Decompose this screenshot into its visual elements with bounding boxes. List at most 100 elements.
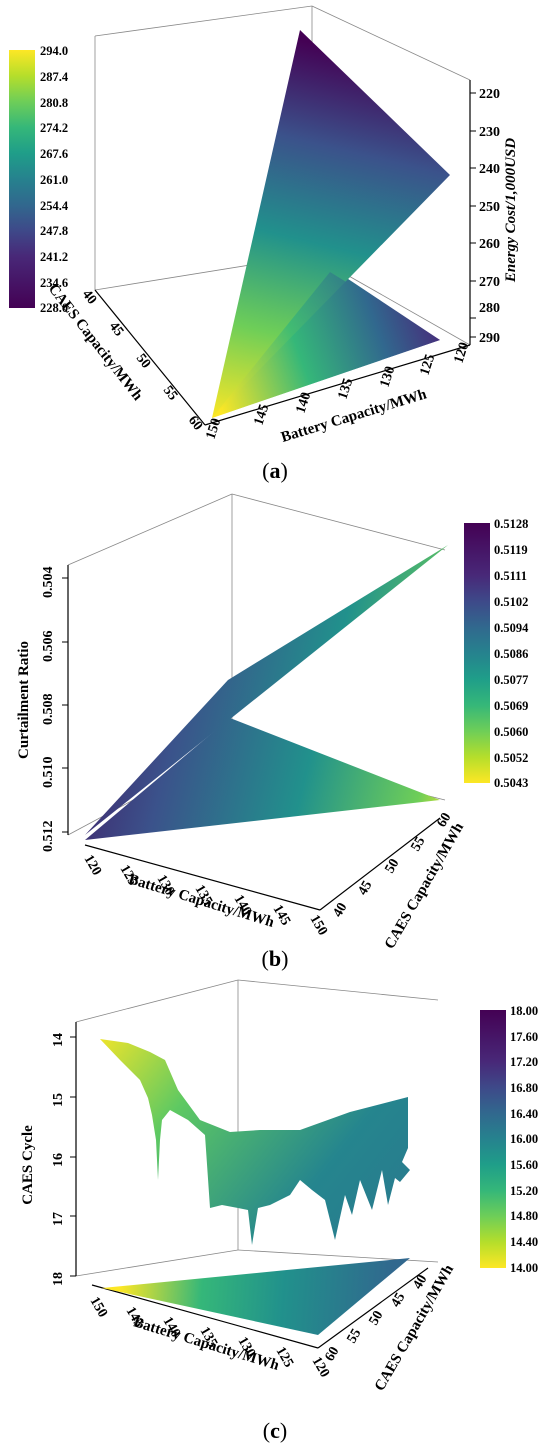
y-tick-b-0: 40 xyxy=(330,900,350,920)
chart-c: 14 15 16 17 18 CAES Cycle 150 145 140 13… xyxy=(20,979,538,1394)
x-tick-b-6: 150 xyxy=(307,913,330,939)
cbar-b-0: 0.5128 xyxy=(494,517,528,531)
z-tick-b-3: 0.510 xyxy=(41,757,56,789)
surface-b-lower xyxy=(85,718,440,840)
panel-a: 220 230 240 250 260 270 280 290 Energy C… xyxy=(0,0,550,488)
z-ticks-a: 220 230 240 250 260 270 280 290 xyxy=(470,87,500,346)
z-tick-b-2: 0.508 xyxy=(41,694,56,726)
z-tick-a-4: 260 xyxy=(479,237,500,252)
cbar-a-1: 287.4 xyxy=(40,70,69,84)
y-tick-a-0: 40 xyxy=(79,287,99,307)
y-tick-b-1: 45 xyxy=(355,878,375,898)
z-tick-a-6: 280 xyxy=(479,301,500,316)
cbar-b-5: 0.5086 xyxy=(494,647,528,661)
x-tick-a-5: 145 xyxy=(252,403,273,428)
x-tick-a-0: 120 xyxy=(452,341,473,366)
chart-a: 220 230 240 250 260 270 280 290 Energy C… xyxy=(9,5,519,446)
cbar-b-7: 0.5069 xyxy=(494,699,528,713)
y-tick-a-1: 45 xyxy=(106,319,126,339)
y-ticks-a: 40 45 50 55 60 xyxy=(79,287,205,433)
cbar-b-6: 0.5077 xyxy=(494,673,528,687)
colorbar-ticks-c: 18.00 17.60 17.20 16.80 16.40 16.00 15.6… xyxy=(510,1004,538,1275)
cbar-a-5: 261.0 xyxy=(40,173,68,187)
cbar-a-0: 294.0 xyxy=(40,44,68,58)
y-ticks-c: 40 45 50 55 60 xyxy=(322,1272,430,1364)
chart-b: 0.504 0.506 0.508 0.510 0.512 Curtailmen… xyxy=(16,493,529,952)
cbar-b-3: 0.5102 xyxy=(494,595,528,609)
z-tick-c-4: 18 xyxy=(51,1272,66,1286)
z-tick-a-2: 240 xyxy=(479,162,500,177)
cbar-c-0: 18.00 xyxy=(510,1004,538,1018)
x-axis-label-c: Battery Capacity/MWh xyxy=(132,1314,282,1374)
y-tick-a-3: 55 xyxy=(160,383,180,403)
z-tick-c-3: 17 xyxy=(51,1212,66,1226)
y-tick-c-0: 40 xyxy=(410,1272,430,1292)
surface-b-upper xyxy=(85,545,448,835)
cbar-c-4: 16.40 xyxy=(510,1107,538,1121)
x-ticks-a: 150 145 140 135 130 125 120 xyxy=(204,341,473,442)
z-tick-a-0: 220 xyxy=(479,87,500,102)
cbar-b-2: 0.5111 xyxy=(494,569,527,583)
y-tick-c-3: 55 xyxy=(344,1326,364,1346)
cbar-c-8: 14.80 xyxy=(510,1209,538,1223)
colorbar-a xyxy=(9,50,35,308)
z-tick-a-1: 230 xyxy=(479,125,500,140)
cbar-a-8: 241.2 xyxy=(40,250,68,264)
z-ticks-b: 0.504 0.506 0.508 0.510 0.512 xyxy=(41,567,68,853)
colorbar-c xyxy=(480,1010,506,1268)
caption-b: (b) xyxy=(261,946,289,971)
z-axis-label-b: Curtailment Ratio xyxy=(16,641,32,759)
cbar-b-9: 0.5052 xyxy=(494,751,528,765)
cbar-b-10: 0.5043 xyxy=(494,776,528,790)
cbar-a-4: 267.6 xyxy=(40,147,68,161)
cbar-c-6: 15.60 xyxy=(510,1158,538,1172)
z-tick-a-7: 290 xyxy=(479,331,500,346)
caption-a: (a) xyxy=(262,458,288,483)
surface-a-upper xyxy=(212,30,450,418)
x-tick-a-1: 125 xyxy=(418,353,439,378)
z-tick-a-5: 270 xyxy=(479,275,500,290)
y-tick-b-3: 55 xyxy=(408,834,428,854)
panel-c: 14 15 16 17 18 CAES Cycle 150 145 140 13… xyxy=(0,978,550,1455)
y-tick-a-2: 50 xyxy=(133,351,153,371)
y-axis-label-b: CAES Capacity/MWh xyxy=(382,820,468,952)
x-tick-a-2: 130 xyxy=(378,365,399,390)
x-tick-b-0: 120 xyxy=(81,853,104,879)
cbar-a-6: 254.4 xyxy=(40,199,69,213)
y-tick-a-4: 60 xyxy=(185,413,205,433)
z-tick-b-0: 0.504 xyxy=(41,567,56,599)
cbar-a-10: 228.0 xyxy=(40,301,68,315)
cbar-c-5: 16.00 xyxy=(510,1132,538,1146)
cbar-b-1: 0.5119 xyxy=(494,543,528,557)
cbar-a-9: 234.6 xyxy=(40,276,68,290)
cbar-b-8: 0.5060 xyxy=(494,725,528,739)
cbar-a-3: 274.2 xyxy=(40,121,68,135)
x-tick-a-4: 140 xyxy=(294,391,315,416)
x-tick-a-3: 135 xyxy=(336,377,357,402)
z-tick-a-3: 250 xyxy=(479,200,500,215)
panel-b: 0.504 0.506 0.508 0.510 0.512 Curtailmen… xyxy=(0,488,550,978)
cbar-c-9: 14.40 xyxy=(510,1235,538,1249)
z-tick-b-1: 0.506 xyxy=(41,631,56,663)
cbar-c-2: 17.20 xyxy=(510,1055,538,1069)
z-axis-label-a: Energy Cost/1,000USD xyxy=(503,138,519,283)
caption-c: (c) xyxy=(262,1418,288,1443)
y-tick-c-2: 50 xyxy=(366,1308,386,1328)
z-tick-c-1: 15 xyxy=(51,1093,66,1107)
z-tick-b-4: 0.512 xyxy=(41,821,56,853)
cbar-c-1: 17.60 xyxy=(510,1030,538,1044)
cbar-c-3: 16.80 xyxy=(510,1081,538,1095)
x-tick-c-0: 150 xyxy=(87,1295,110,1321)
y-ticks-b: 40 45 50 55 60 xyxy=(330,810,454,920)
z-tick-c-0: 14 xyxy=(51,1033,66,1047)
x-axis-label-b: Battery Capacity/MWh xyxy=(127,871,277,931)
cbar-c-10: 14.00 xyxy=(510,1261,538,1275)
colorbar-ticks-b: 0.5128 0.5119 0.5111 0.5102 0.5094 0.508… xyxy=(494,517,529,790)
y-tick-b-2: 50 xyxy=(382,856,402,876)
z-ticks-c: 14 15 16 17 18 xyxy=(51,1033,76,1286)
cbar-a-7: 247.8 xyxy=(40,224,68,238)
cbar-c-7: 15.20 xyxy=(510,1184,538,1198)
z-tick-c-2: 16 xyxy=(51,1153,66,1167)
y-tick-b-4: 60 xyxy=(434,810,454,830)
z-axis-label-c: CAES Cycle xyxy=(20,1125,36,1205)
